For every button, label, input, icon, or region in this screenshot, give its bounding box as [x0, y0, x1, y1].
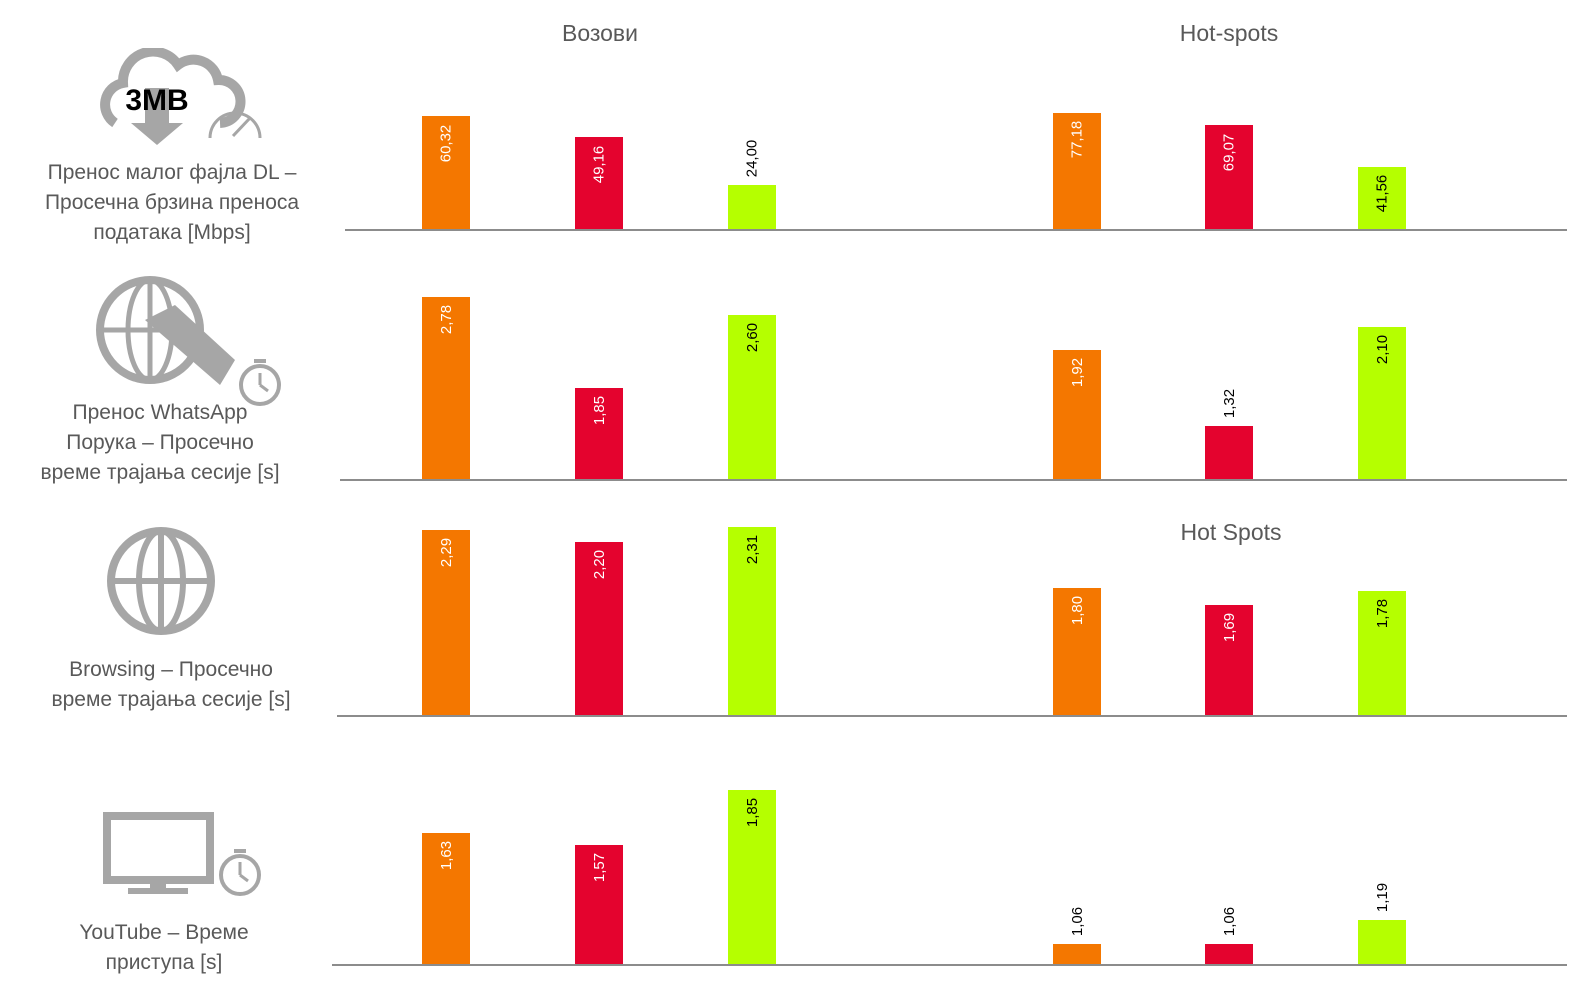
bar [575, 137, 623, 229]
bar [1205, 604, 1253, 715]
bar [1205, 125, 1253, 229]
x-axis-line [340, 479, 1567, 481]
bar [1358, 326, 1406, 479]
data-label: 69,07 [1220, 133, 1238, 171]
bar [422, 530, 470, 715]
bar [575, 542, 623, 715]
data-label: 60,32 [437, 124, 455, 162]
data-label: 1,57 [590, 852, 608, 883]
row-label-youtube: YouTube – Време приступа [s] [79, 921, 249, 974]
data-label: 1,85 [590, 395, 608, 426]
data-label: 77,18 [1068, 121, 1086, 159]
data-label: 1,92 [1068, 357, 1086, 387]
x-axis-line [332, 964, 1567, 966]
x-axis-line [345, 229, 1567, 231]
bar [1053, 587, 1101, 715]
bar [1205, 943, 1253, 964]
data-label: 1,06 [1220, 906, 1238, 936]
bar [728, 185, 776, 229]
data-label: 24,00 [743, 139, 761, 177]
bar [1358, 591, 1406, 715]
bar [1053, 349, 1101, 479]
bar [575, 845, 623, 964]
monitor-stopwatch-icon [103, 812, 261, 896]
bar [728, 527, 776, 715]
data-label: 2,31 [743, 535, 761, 565]
row-label-whatsapp: Пренос WhatsApp Порука – Просечно време … [40, 401, 280, 484]
globe-phone-stopwatch-icon [96, 276, 281, 406]
group-title-hotspots: Hot-spots [1179, 20, 1279, 46]
data-label: 1,80 [1068, 595, 1086, 625]
data-label: 2,20 [590, 549, 608, 580]
bar [422, 297, 470, 479]
data-label: 1,69 [1220, 612, 1238, 643]
bar [1358, 919, 1406, 964]
data-label: 2,10 [1373, 334, 1391, 365]
cloud-download-speed-icon: 3MB [100, 48, 262, 145]
row-label-browsing: Browsing – Просечно време трајања сесије… [51, 658, 291, 711]
bar [575, 388, 623, 479]
data-label: 1,78 [1373, 598, 1391, 629]
group-title-hotspots-row3: Hot Spots [1180, 519, 1282, 545]
data-label: 1,19 [1373, 882, 1391, 912]
bar [1205, 425, 1253, 479]
bar [422, 833, 470, 964]
bar [728, 314, 776, 479]
row-label-file-download: Пренос малог фајла DL – Просечна брзина … [44, 161, 300, 244]
bar [728, 790, 776, 964]
3mb-icon-text: 3MB [125, 84, 188, 117]
data-label: 1,85 [743, 798, 761, 828]
globe-icon [107, 527, 215, 635]
data-label: 1,32 [1220, 388, 1238, 418]
data-label: 2,60 [743, 322, 761, 352]
data-label: 1,63 [437, 841, 455, 871]
bar [422, 116, 470, 229]
data-label: 41,56 [1373, 174, 1391, 213]
bar [1053, 943, 1101, 964]
data-label: 2,78 [437, 304, 455, 335]
group-title-trains: Возови [561, 20, 639, 46]
x-axis-line [337, 715, 1567, 717]
data-label: 1,06 [1068, 906, 1086, 936]
data-label: 2,29 [437, 538, 455, 568]
bar [1358, 166, 1406, 229]
data-label: 49,16 [590, 145, 608, 183]
bar [1053, 112, 1101, 229]
